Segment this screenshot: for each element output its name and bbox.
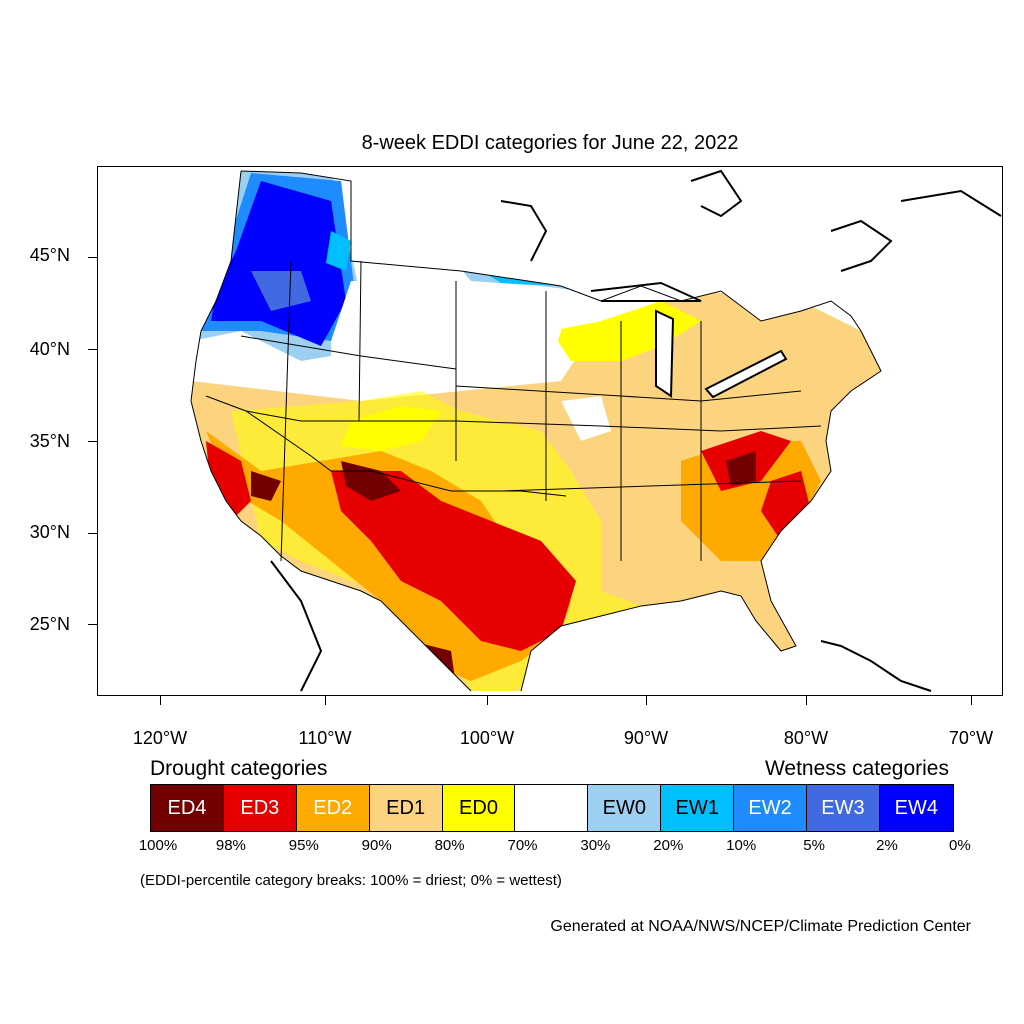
lat-tick	[88, 257, 97, 258]
percentile-label: 0%	[949, 837, 971, 854]
lat-label-40: 40°N	[29, 339, 70, 359]
percentile-label: 100%	[138, 837, 178, 854]
percentile-label: 30%	[580, 837, 611, 854]
percentile-label: 95%	[288, 837, 319, 854]
lat-label-35: 35°N	[29, 431, 70, 451]
percentile-label: 80%	[434, 837, 465, 854]
lon-label-90: 90°W	[623, 728, 669, 748]
credit-line: Generated at NOAA/NWS/NCEP/Climate Predi…	[550, 918, 971, 935]
ew4-northwest	[211, 181, 346, 346]
lat-tick	[88, 349, 97, 350]
legend-category-ew4: EW4	[879, 785, 953, 831]
legend-category-ew0: EW0	[588, 785, 662, 831]
percentile-label: 5%	[803, 837, 825, 854]
legend-category-ew2: EW2	[734, 785, 808, 831]
ed3-texas	[331, 471, 576, 651]
ew3-patch	[251, 271, 311, 311]
category-note: (EDDI-percentile category breaks: 100% =…	[140, 872, 562, 889]
legend-colorbar: ED4 ED3 ED2 ED1 ED0 EW0 EW1 EW2 EW3 EW4	[150, 784, 954, 832]
percentile-label: 98%	[215, 837, 246, 854]
lon-tick	[806, 696, 807, 705]
lon-label-120: 120°W	[132, 728, 188, 748]
lon-tick	[325, 696, 326, 705]
lon-label-70: 70°W	[948, 728, 994, 748]
legend-category-ew1: EW1	[661, 785, 735, 831]
lake-michigan	[656, 311, 673, 396]
eddi-map	[97, 166, 1003, 696]
legend-category-ed1: ED1	[369, 785, 443, 831]
ed3-california	[206, 441, 251, 521]
map-title: 8-week EDDI categories for June 22, 2022	[361, 132, 739, 154]
legend-category-normal	[515, 785, 589, 831]
lon-tick	[646, 696, 647, 705]
percentile-label: 2%	[876, 837, 898, 854]
lon-tick	[160, 696, 161, 705]
ew2-bluegreen	[326, 231, 351, 271]
lon-label-100: 100°W	[459, 728, 515, 748]
state-boundaries	[190, 170, 882, 692]
legend-category-ed0: ED0	[442, 785, 516, 831]
percentile-label: 20%	[653, 837, 684, 854]
normal-baja	[321, 581, 361, 641]
normal-kansas	[561, 396, 611, 441]
lat-tick	[88, 533, 97, 534]
lon-tick	[487, 696, 488, 705]
lat-label-25: 25°N	[29, 614, 70, 634]
ed4-tennessee	[726, 451, 756, 486]
wetness-heading: Wetness categories	[764, 757, 949, 780]
percentile-label: 10%	[726, 837, 757, 854]
legend-category-ed2: ED2	[296, 785, 370, 831]
percentile-label: 70%	[507, 837, 538, 854]
normal-northern-plains	[331, 281, 561, 396]
lat-tick	[88, 624, 97, 625]
lat-tick	[88, 441, 97, 442]
percentile-label: 90%	[361, 837, 392, 854]
ed0-west	[341, 406, 441, 451]
legend-category-ed3: ED3	[223, 785, 297, 831]
lake-erie	[706, 351, 786, 397]
legend-category-ew3: EW3	[807, 785, 880, 831]
ed4-california	[251, 471, 281, 501]
coastlines	[270, 169, 1002, 692]
lon-tick	[971, 696, 972, 705]
drought-heading: Drought categories	[150, 757, 328, 780]
lon-label-80: 80°W	[783, 728, 829, 748]
lat-label-30: 30°N	[29, 522, 70, 542]
lon-label-110: 110°W	[298, 728, 352, 748]
legend-category-ed4: ED4	[151, 785, 224, 831]
lat-label-45: 45°N	[29, 245, 70, 265]
